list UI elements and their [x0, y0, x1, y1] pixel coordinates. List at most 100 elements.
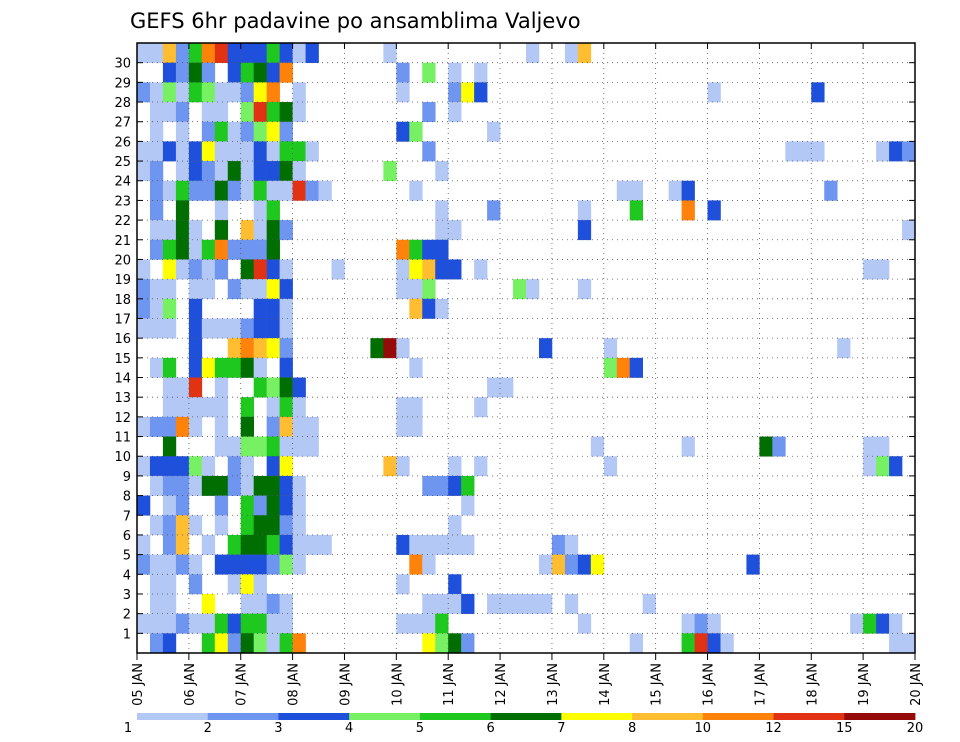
precip-cell	[383, 338, 397, 359]
precip-cell	[188, 43, 203, 63]
x-tick-label: 07 JAN	[235, 663, 250, 706]
precip-cell	[564, 593, 579, 614]
precip-cell	[396, 279, 410, 300]
precip-cell	[681, 436, 695, 457]
precip-cell	[240, 534, 254, 555]
precip-cell	[240, 318, 254, 339]
precip-cell	[201, 397, 216, 418]
precip-cell	[214, 357, 229, 378]
precip-cell	[201, 318, 216, 339]
precip-cell	[448, 456, 462, 477]
precip-cell	[240, 62, 254, 83]
precip-cell	[422, 141, 436, 162]
x-tick-label: 17 JAN	[753, 663, 768, 706]
precip-cell	[590, 436, 605, 457]
precip-cell	[240, 121, 254, 142]
precip-cell	[266, 161, 280, 182]
precip-cell	[175, 534, 190, 555]
precip-cell	[435, 200, 449, 221]
y-tick-label: 15	[114, 352, 131, 367]
precip-cell	[188, 456, 203, 477]
x-axis: 05 JAN 06 JAN 07 JAN 08 JAN 09 JAN 10 JAN 11 J…	[131, 43, 924, 706]
precip-cell	[175, 554, 190, 575]
precip-cell	[811, 82, 825, 103]
precip-cell	[253, 239, 267, 260]
precip-cell	[201, 357, 216, 378]
precip-cell	[487, 593, 501, 614]
precip-cell	[162, 416, 177, 437]
precip-cell	[448, 515, 462, 536]
precip-cell	[292, 554, 306, 575]
precip-cell	[240, 180, 254, 201]
precip-cell	[876, 259, 890, 280]
precip-cell	[279, 593, 293, 614]
precip-cell	[396, 239, 410, 260]
precip-cell	[448, 220, 462, 241]
precip-cell	[279, 613, 293, 634]
colorbar-segment	[561, 713, 633, 720]
y-tick-label: 20	[114, 253, 131, 268]
precip-cell	[149, 161, 164, 182]
precip-cell	[448, 593, 462, 614]
precip-cell	[149, 613, 164, 634]
precip-cell	[435, 593, 449, 614]
precip-cell	[448, 475, 462, 496]
precip-cell	[175, 121, 190, 142]
precip-cell	[162, 456, 177, 477]
precip-cell	[227, 180, 242, 201]
precip-cell	[409, 554, 423, 575]
colorbar-segment	[844, 713, 916, 720]
precip-cell	[772, 436, 786, 457]
precip-cell	[266, 180, 280, 201]
precip-cell	[629, 180, 643, 201]
precip-cell	[266, 436, 280, 457]
precip-cell	[279, 298, 293, 319]
precip-cell	[162, 554, 177, 575]
precip-cell	[201, 141, 216, 162]
y-tick-label: 14	[114, 372, 131, 387]
precip-cell	[240, 141, 254, 162]
precip-cell	[253, 82, 267, 103]
precip-cell	[253, 357, 267, 378]
precip-cell	[292, 161, 306, 182]
precip-cell	[214, 121, 229, 142]
precip-cell	[149, 593, 164, 614]
precip-cell	[227, 613, 242, 634]
precip-cell	[137, 456, 151, 477]
precip-cell	[137, 279, 151, 300]
precip-cell	[253, 318, 267, 339]
precip-cell	[863, 456, 877, 477]
precip-cell	[279, 495, 293, 516]
precip-cell	[162, 593, 177, 614]
precip-cell	[396, 456, 410, 477]
precip-cell	[876, 436, 890, 457]
precip-cell	[435, 259, 449, 280]
precip-cell	[214, 397, 229, 418]
precip-cell	[616, 180, 631, 201]
precip-cell	[396, 62, 410, 83]
precip-cell	[253, 475, 267, 496]
precip-cell	[396, 574, 410, 595]
precip-cell	[551, 554, 566, 575]
precip-cell	[746, 554, 760, 575]
colorbar-label: 7	[557, 721, 565, 736]
precip-cell	[266, 338, 280, 359]
precip-cell	[305, 436, 319, 457]
precip-cell	[149, 279, 164, 300]
precip-cell	[629, 200, 643, 221]
precip-cell	[240, 357, 254, 378]
precip-cell	[162, 239, 177, 260]
precip-cell	[149, 82, 164, 103]
precip-cell	[487, 200, 501, 221]
precip-cell	[227, 436, 242, 457]
precip-cell	[149, 515, 164, 536]
precip-cell	[201, 613, 216, 634]
precip-cell	[188, 62, 203, 83]
y-tick-label: 21	[114, 234, 131, 249]
precip-cell	[253, 43, 267, 63]
precip-cell	[474, 397, 488, 418]
precip-cell	[240, 279, 254, 300]
x-tick-label: 14 JAN	[598, 663, 613, 706]
precip-cell	[603, 357, 618, 378]
precip-cell	[253, 141, 267, 162]
